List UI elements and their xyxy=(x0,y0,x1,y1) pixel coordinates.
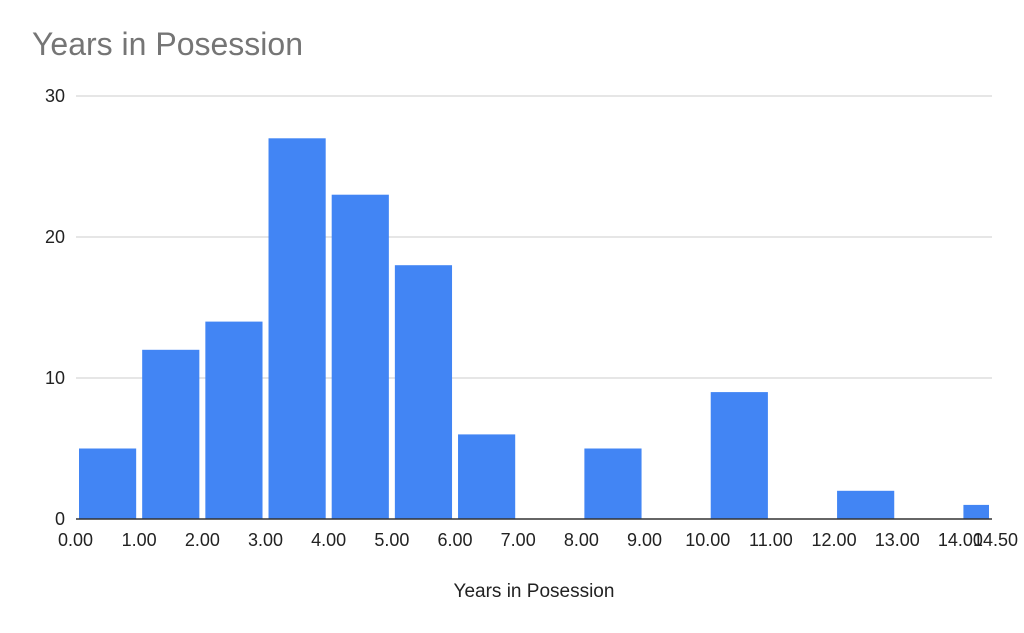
x-tick-label: 7.00 xyxy=(501,530,536,550)
bar-6 xyxy=(458,434,516,519)
chart-title: Years in Posession xyxy=(32,26,303,62)
bar-1 xyxy=(142,349,200,519)
x-tick-label: 4.00 xyxy=(311,530,346,550)
bar-4 xyxy=(331,194,389,519)
y-tick-label: 0 xyxy=(55,509,65,529)
x-tick-labels: 0.00 1.00 2.00 3.00 4.00 5.00 6.00 7.00 8.00 9.00… xyxy=(58,530,1018,550)
x-tick-label: 5.00 xyxy=(374,530,409,550)
x-tick-label: 10.00 xyxy=(685,530,730,550)
bars xyxy=(79,138,989,520)
bar-14 xyxy=(963,504,989,519)
x-tick-label: 6.00 xyxy=(438,530,473,550)
x-tick-label: 8.00 xyxy=(564,530,599,550)
bar-2 xyxy=(205,321,263,519)
x-tick-label: 14.00 xyxy=(938,530,983,550)
y-tick-label: 30 xyxy=(45,86,65,106)
x-tick-label: 3.00 xyxy=(248,530,283,550)
x-tick-label: 9.00 xyxy=(627,530,662,550)
x-tick-label: 1.00 xyxy=(122,530,157,550)
x-tick-label: 11.00 xyxy=(749,530,793,550)
x-tick-label: 14.50 xyxy=(973,530,1018,550)
x-tick-label: 0.00 xyxy=(58,530,93,550)
x-tick-label: 13.00 xyxy=(875,530,920,550)
y-tick-labels: 0 10 20 30 xyxy=(45,86,65,529)
bar-12 xyxy=(837,490,895,519)
bar-8 xyxy=(584,448,642,519)
bar-0 xyxy=(79,448,137,519)
bar-5 xyxy=(394,265,453,519)
y-tick-label: 10 xyxy=(45,368,65,388)
bar-3 xyxy=(268,138,326,520)
y-tick-label: 20 xyxy=(45,227,65,247)
x-tick-label: 12.00 xyxy=(812,530,857,550)
x-tick-label: 2.00 xyxy=(185,530,220,550)
bar-10 xyxy=(710,392,768,519)
x-axis-title: Years in Posession xyxy=(454,581,615,602)
